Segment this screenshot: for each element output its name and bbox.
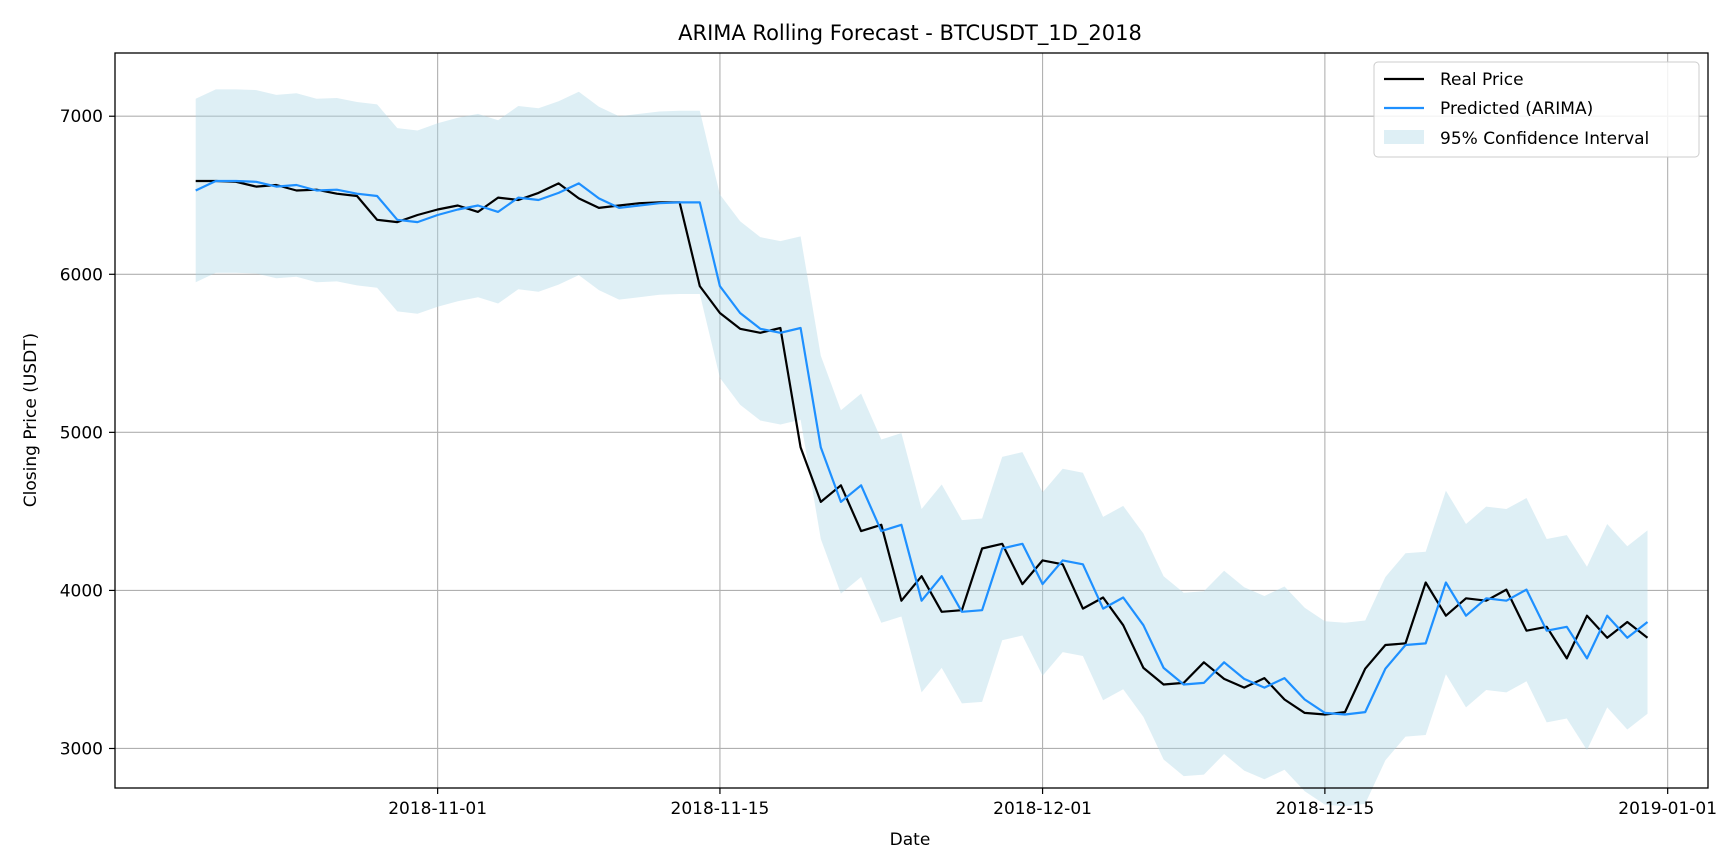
- x-tick-label: 2018-11-15: [671, 799, 770, 819]
- x-axis: 2018-11-01 2018-11-15 2018-12-01 2018-12-15…: [388, 788, 1717, 819]
- legend-label-confidence-interval: 95% Confidence Interval: [1440, 129, 1649, 149]
- series-line-real-price: [195, 179, 1649, 716]
- legend-label-predicted: Predicted (ARIMA): [1440, 99, 1593, 119]
- series-line-predicted: [195, 179, 1649, 716]
- y-axis: 3000 4000 5000 6000 7000: [60, 107, 115, 759]
- series-lines: [195, 179, 1649, 716]
- y-tick-label: 5000: [60, 423, 103, 443]
- y-axis-label: Closing Price (USDT): [21, 333, 41, 507]
- legend: Real Price Predicted (ARIMA) 95% Confide…: [1373, 61, 1700, 158]
- x-axis-label: Date: [890, 830, 931, 850]
- chart-title: ARIMA Rolling Forecast - BTCUSDT_1D_2018: [678, 21, 1142, 46]
- y-tick-label: 3000: [60, 739, 103, 759]
- confidence-interval-band: [195, 89, 1648, 807]
- x-tick-label: 2018-12-15: [1275, 799, 1374, 819]
- x-tick-label: 2018-12-01: [993, 799, 1092, 819]
- confidence-band: [195, 89, 1648, 807]
- y-tick-label: 6000: [60, 265, 103, 285]
- y-tick-label: 4000: [60, 581, 103, 601]
- x-tick-label: 2019-01-01: [1618, 799, 1717, 819]
- plot-frame: [114, 52, 1709, 789]
- y-tick-label: 7000: [60, 107, 103, 127]
- legend-label-real-price: Real Price: [1440, 70, 1524, 90]
- legend-swatch-confidence-interval: [1384, 130, 1424, 144]
- x-tick-label: 2018-11-01: [388, 799, 487, 819]
- legend-box: [1373, 61, 1700, 158]
